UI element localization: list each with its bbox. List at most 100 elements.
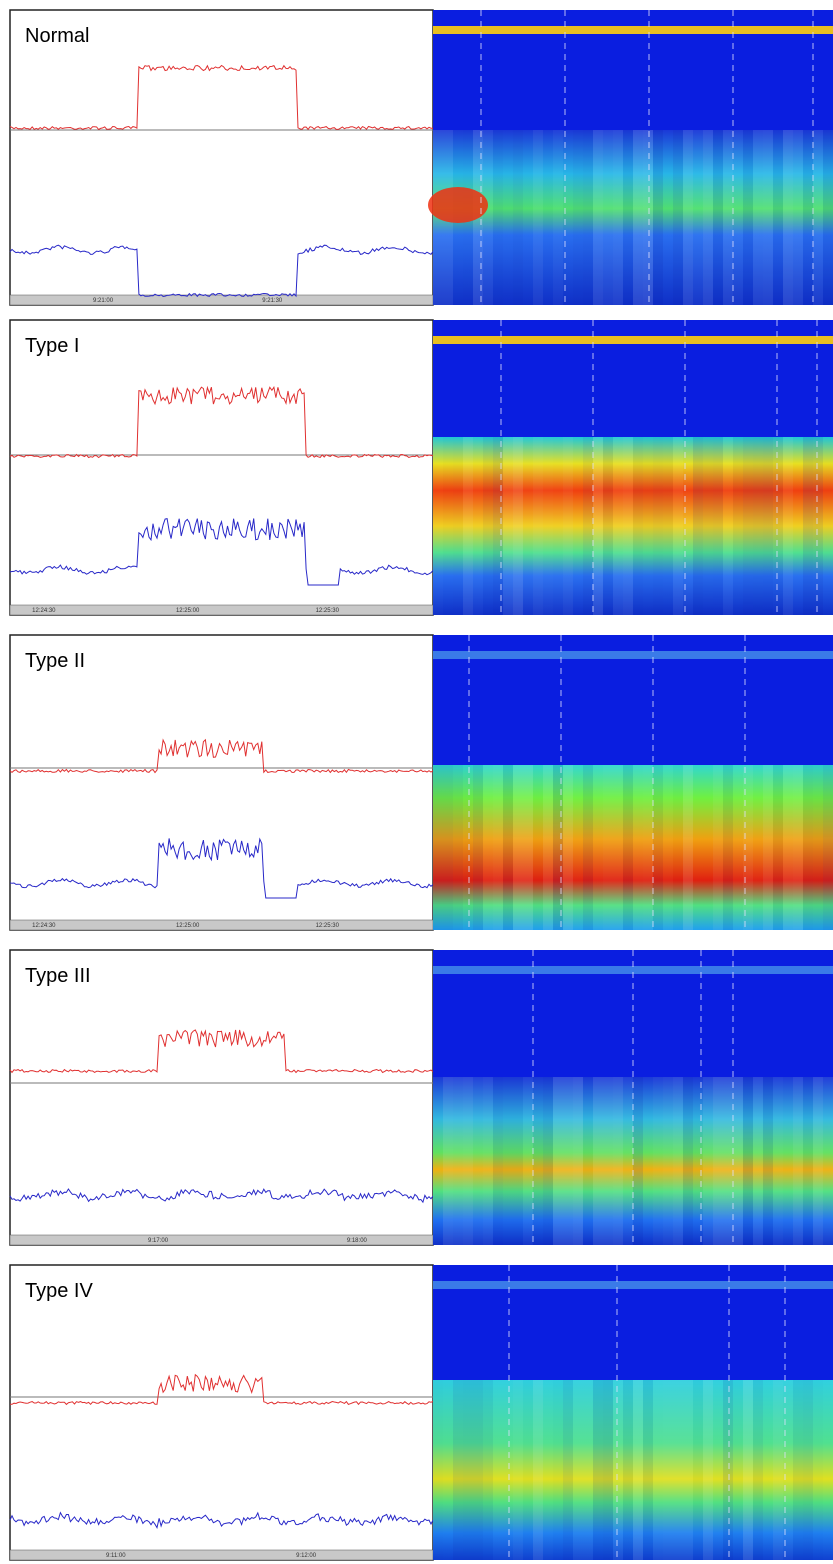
red-trace bbox=[9, 738, 434, 774]
spectrogram-streak bbox=[543, 437, 553, 615]
spectrogram-streak bbox=[463, 765, 473, 930]
panel-label: Type IV bbox=[25, 1280, 93, 1302]
spectrogram-streak bbox=[733, 765, 743, 930]
spectrogram-streak bbox=[783, 765, 793, 930]
panel: 9:21:00 9:21:30 Normal bbox=[9, 9, 833, 306]
spectrogram-streak bbox=[653, 437, 663, 615]
spectrogram-streak bbox=[743, 130, 753, 305]
spectrogram-streak bbox=[793, 1380, 803, 1560]
spectrogram-streak bbox=[663, 765, 673, 930]
spectrogram-streak bbox=[543, 765, 553, 930]
panel-label: Normal bbox=[25, 25, 89, 47]
spectrogram-streak bbox=[593, 1077, 603, 1245]
panel: 12:24:30 12:25:00 12:25:30 Type I bbox=[9, 319, 833, 616]
spectrogram-streak bbox=[743, 1380, 753, 1560]
time-label: 9:17:00 bbox=[148, 1238, 169, 1244]
spectrogram-streak bbox=[473, 437, 483, 615]
panel: 9:11:00 9:12:00 Type IV bbox=[9, 1264, 833, 1561]
time-bar bbox=[9, 604, 434, 616]
spectrogram-streak bbox=[593, 130, 603, 305]
time-label: 9:12:00 bbox=[296, 1553, 317, 1559]
panel-label: Type II bbox=[25, 650, 85, 672]
spectrogram-peak bbox=[428, 187, 488, 223]
spectrogram-streak bbox=[473, 765, 483, 930]
spectrogram-streak bbox=[803, 765, 813, 930]
spectrogram-streak bbox=[733, 437, 743, 615]
time-label: 12:25:30 bbox=[316, 923, 340, 929]
panel-label: Type III bbox=[25, 965, 91, 987]
spectrogram-streak bbox=[563, 1380, 573, 1560]
spectrogram-streak bbox=[533, 437, 543, 615]
spectrogram-streak bbox=[623, 1380, 633, 1560]
spectrogram-streak bbox=[723, 765, 733, 930]
blue-trace bbox=[9, 244, 434, 298]
spectrogram bbox=[433, 765, 833, 930]
spectrogram-streak bbox=[503, 1380, 513, 1560]
spectrogram-streak bbox=[773, 130, 783, 305]
spectrogram-streak bbox=[583, 1077, 593, 1245]
spectrogram-streak bbox=[763, 437, 773, 615]
spectrogram-streak bbox=[763, 130, 773, 305]
spectrogram-streak bbox=[783, 130, 793, 305]
spectrogram-streak bbox=[573, 1077, 583, 1245]
spectrogram-streak bbox=[673, 1077, 683, 1245]
spectrogram-streak bbox=[513, 765, 523, 930]
spectrogram-streak bbox=[483, 437, 493, 615]
spectrogram-streak bbox=[663, 1380, 673, 1560]
spectrogram-streak bbox=[703, 437, 713, 615]
spectrogram-streak bbox=[443, 1380, 453, 1560]
panel: 12:24:30 12:25:00 12:25:30 Type II bbox=[9, 634, 833, 931]
spectrogram-streak bbox=[583, 130, 593, 305]
spectrogram-streak bbox=[613, 1380, 623, 1560]
red-trace bbox=[9, 1029, 434, 1074]
time-label: 9:18:00 bbox=[347, 1238, 368, 1244]
spectrogram-streak bbox=[793, 765, 803, 930]
spectrogram-streak bbox=[653, 130, 663, 305]
red-trace bbox=[9, 64, 433, 131]
spectrogram-streak bbox=[483, 765, 493, 930]
spectrogram-streak bbox=[463, 437, 473, 615]
spectrogram-streak bbox=[493, 437, 503, 615]
spectrogram-streak bbox=[613, 765, 623, 930]
spectrogram-streak bbox=[753, 437, 763, 615]
spectrogram-streak bbox=[513, 130, 523, 305]
time-label: 9:21:00 bbox=[93, 298, 114, 304]
time-label: 12:25:30 bbox=[316, 608, 340, 614]
spectrogram-streak bbox=[773, 765, 783, 930]
spectrogram-streak bbox=[773, 1380, 783, 1560]
spectrogram-streak bbox=[663, 1077, 673, 1245]
blue-trace bbox=[9, 1188, 434, 1204]
spectrogram-streak bbox=[723, 1380, 733, 1560]
spectrogram-streak bbox=[673, 1380, 683, 1560]
spectrogram-streak bbox=[753, 130, 763, 305]
spectrogram-streak bbox=[813, 1077, 823, 1245]
spectrogram-streak bbox=[503, 130, 513, 305]
spectrogram-streak bbox=[643, 437, 653, 615]
spectrogram-streak bbox=[603, 130, 613, 305]
spectrogram-streak bbox=[523, 130, 533, 305]
spectrogram-streak bbox=[753, 1077, 763, 1245]
spectrogram-streak bbox=[553, 437, 563, 615]
spectrogram-streak bbox=[633, 1380, 643, 1560]
spectrogram-streak bbox=[433, 765, 443, 930]
time-label: 12:24:30 bbox=[32, 923, 56, 929]
spectrogram-streak bbox=[713, 765, 723, 930]
spectrogram-streak bbox=[693, 1380, 703, 1560]
spectrogram-streak bbox=[583, 765, 593, 930]
spectrogram-streak bbox=[443, 1077, 453, 1245]
spectrogram-streak bbox=[433, 1380, 443, 1560]
spectrogram-streak bbox=[523, 765, 533, 930]
spectrogram-streak bbox=[513, 1077, 523, 1245]
spectrogram-streak bbox=[493, 765, 503, 930]
spectrogram-streak bbox=[713, 130, 723, 305]
spectrogram bbox=[433, 1380, 833, 1560]
spectrogram-streak bbox=[723, 437, 733, 615]
spectrogram-streak bbox=[673, 437, 683, 615]
time-label: 12:25:00 bbox=[176, 608, 200, 614]
spectrogram-streak bbox=[603, 437, 613, 615]
spectrogram-streak bbox=[773, 437, 783, 615]
spectrogram-streak bbox=[613, 437, 623, 615]
spectrogram-streak bbox=[513, 437, 523, 615]
time-bar bbox=[9, 294, 434, 306]
spectrogram-streak bbox=[683, 1380, 693, 1560]
